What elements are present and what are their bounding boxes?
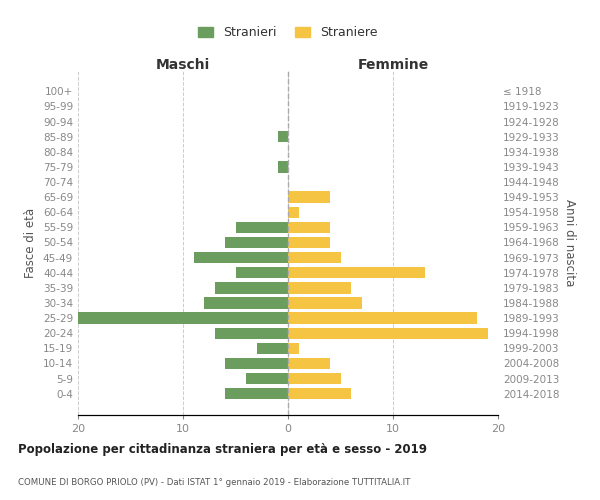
Bar: [288, 267, 425, 278]
Bar: [193, 252, 288, 264]
Bar: [288, 388, 351, 400]
Bar: [225, 388, 288, 400]
Bar: [288, 237, 330, 248]
Bar: [288, 282, 351, 294]
Bar: [288, 222, 330, 233]
Text: Femmine: Femmine: [358, 58, 428, 71]
Text: COMUNE DI BORGO PRIOLO (PV) - Dati ISTAT 1° gennaio 2019 - Elaborazione TUTTITAL: COMUNE DI BORGO PRIOLO (PV) - Dati ISTAT…: [18, 478, 410, 487]
Bar: [288, 192, 330, 203]
Bar: [277, 131, 288, 142]
Bar: [277, 162, 288, 172]
Text: Maschi: Maschi: [156, 58, 210, 71]
Bar: [288, 342, 299, 354]
Legend: Stranieri, Straniere: Stranieri, Straniere: [193, 21, 383, 44]
Bar: [225, 358, 288, 369]
Bar: [288, 373, 341, 384]
Bar: [78, 312, 288, 324]
Bar: [288, 358, 330, 369]
Bar: [257, 342, 288, 354]
Text: Popolazione per cittadinanza straniera per età e sesso - 2019: Popolazione per cittadinanza straniera p…: [18, 442, 427, 456]
Bar: [288, 298, 361, 308]
Bar: [246, 373, 288, 384]
Bar: [288, 328, 487, 339]
Y-axis label: Anni di nascita: Anni di nascita: [563, 199, 576, 286]
Bar: [204, 298, 288, 308]
Bar: [215, 282, 288, 294]
Bar: [225, 237, 288, 248]
Bar: [215, 328, 288, 339]
Bar: [235, 267, 288, 278]
Y-axis label: Fasce di età: Fasce di età: [25, 208, 37, 278]
Bar: [288, 312, 477, 324]
Bar: [288, 206, 299, 218]
Bar: [235, 222, 288, 233]
Bar: [288, 252, 341, 264]
